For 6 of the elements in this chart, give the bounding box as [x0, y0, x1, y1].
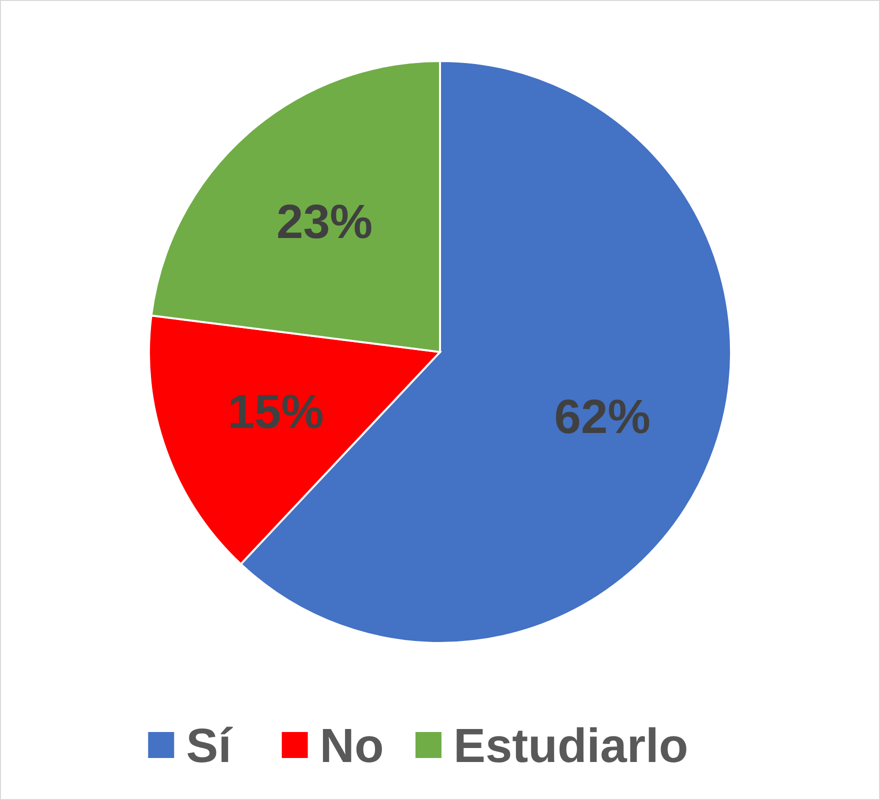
data-label: 62%	[554, 391, 650, 444]
data-label: 15%	[228, 386, 324, 439]
legend-label: Sí	[186, 720, 234, 773]
data-label: 23%	[276, 196, 373, 249]
legend-label: Estudiarlo	[453, 720, 688, 773]
legend-label: No	[320, 720, 384, 773]
